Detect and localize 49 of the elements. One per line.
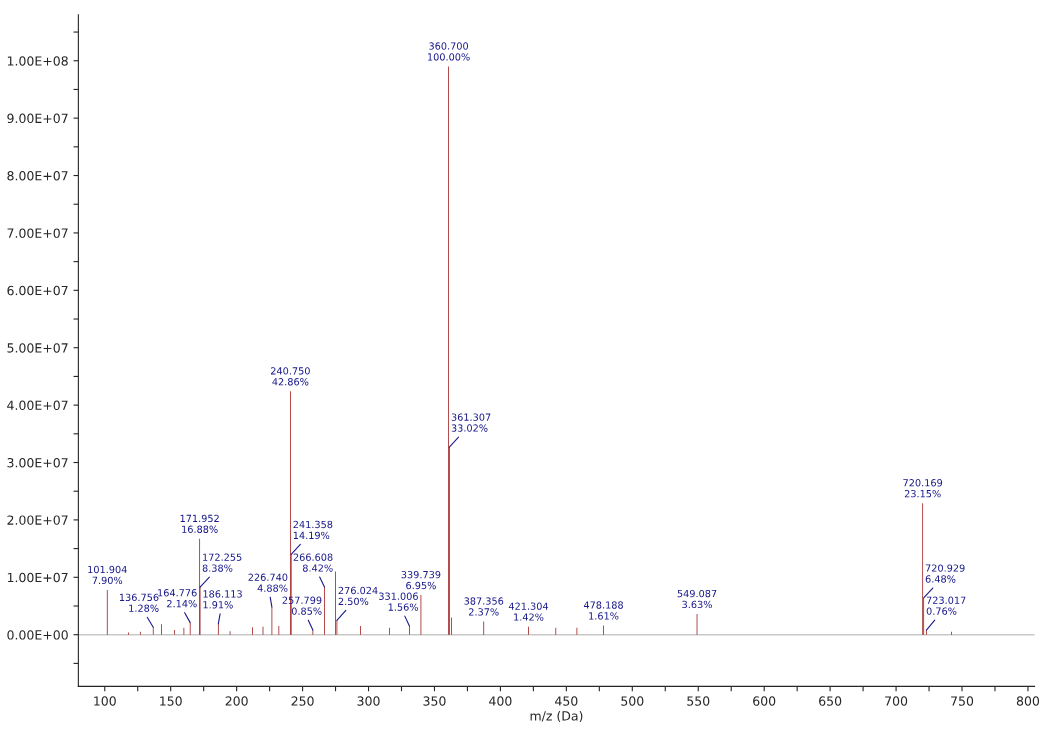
annotation: 549.087 3.63% — [677, 589, 717, 609]
x-tick-label: 800 — [1016, 696, 1040, 706]
x-tick-label: 200 — [225, 696, 248, 706]
annotation: 387.356 2.37% — [464, 597, 504, 616]
annotation: 186.113 1.91% — [203, 590, 242, 609]
annotation: 421.304 1.42% — [508, 602, 549, 621]
annotation: 241.358 14.19% — [293, 520, 333, 540]
x-tick-label: 450 — [555, 696, 578, 706]
annotation: 240.750 42.86% — [270, 367, 310, 386]
x-tick-label: 350 — [423, 696, 446, 706]
x-tick-label: 400 — [489, 696, 512, 706]
annotation: 226.740 4.88% — [248, 573, 288, 592]
x-tick-label: 650 — [819, 696, 842, 706]
annotation: 276.024 2.50% — [338, 586, 378, 606]
x-tick-label: 750 — [951, 696, 974, 706]
x-tick-label: 250 — [291, 696, 314, 706]
annotation: 361.307 33.02% — [451, 413, 491, 432]
annotation: 101.904 7.90% — [88, 565, 127, 585]
y-tick-label: 5.00E+07 — [7, 343, 68, 353]
y-tick-label: 6.00E+07 — [7, 285, 68, 296]
annotation: 339.739 6.95% — [401, 570, 441, 590]
y-tick-label: 7.00E+07 — [7, 228, 68, 238]
y-tick-label: 9.00E+07 — [7, 113, 68, 124]
annotation: 360.700 100.00% — [428, 42, 470, 61]
x-tick-label: 150 — [160, 696, 182, 706]
y-tick-label: 0.00E+00 — [7, 630, 68, 640]
y-tick-label: 8.00E+07 — [7, 171, 68, 181]
annotation: 723.017 0.76% — [926, 596, 966, 615]
annotation: 266.608 8.42% — [293, 553, 333, 572]
y-tick-label: 2.00E+07 — [7, 515, 68, 525]
x-axis-title: m/z (Da) — [530, 710, 583, 723]
y-tick-label: 4.00E+07 — [7, 400, 68, 411]
x-tick-label: 600 — [753, 696, 776, 706]
y-tick-label: 1.00E+07 — [7, 572, 68, 583]
x-tick-label: 500 — [621, 696, 644, 706]
annotation: 136.756 1.28% — [119, 593, 159, 612]
x-tick-label: 300 — [357, 696, 380, 706]
annotation: 478.188 1.61% — [583, 601, 623, 620]
y-tick-label: 1.00E+08 — [7, 56, 68, 66]
x-tick-label: 700 — [885, 696, 908, 706]
annotation: 720.929 6.48% — [925, 564, 965, 583]
annotation: 164.776 2.14% — [158, 589, 197, 608]
y-tick-label: 3.00E+07 — [7, 457, 68, 468]
annotation: 171.952 16.88% — [180, 514, 219, 533]
x-tick-label: 550 — [687, 696, 710, 706]
annotation: 331.006 1.56% — [379, 592, 419, 611]
annotation: 720.169 23.15% — [903, 479, 943, 498]
annotation: 172.255 8.38% — [202, 553, 242, 572]
x-tick-label: 100 — [94, 696, 116, 706]
